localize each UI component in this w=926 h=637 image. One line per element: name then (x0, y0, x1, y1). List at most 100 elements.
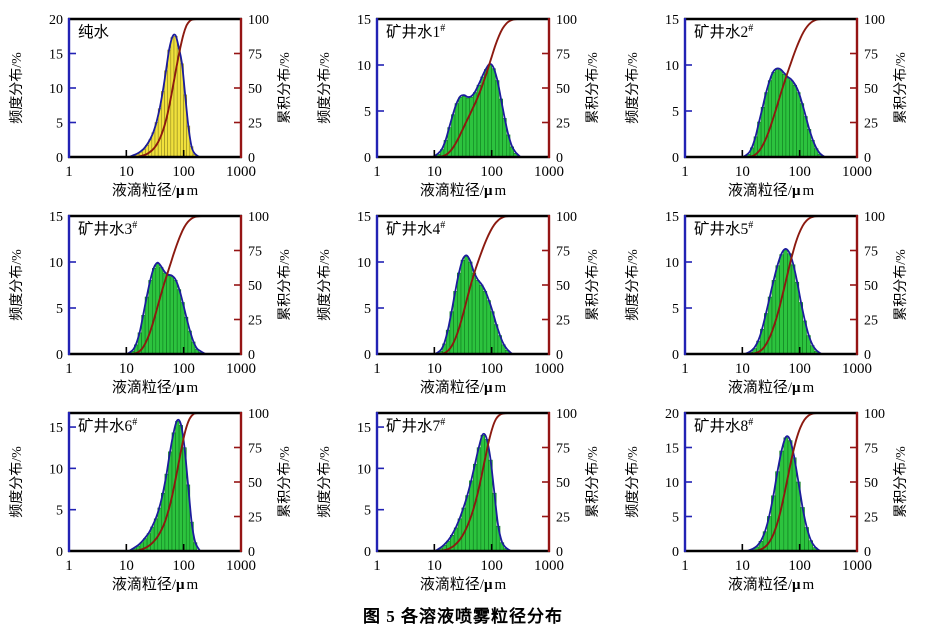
x-axis-tick-label: 100 (788, 361, 811, 377)
left-axis-tick-label: 5 (56, 117, 63, 132)
right-axis-tick-label: 0 (248, 348, 255, 363)
left-axis-tick-label: 10 (357, 462, 371, 477)
x-axis-title: 液滴粒径/μ m (728, 575, 815, 593)
left-axis-tick-label: 5 (56, 302, 63, 317)
right-axis-title: 累积分布/% (277, 446, 293, 518)
right-axis-tick-label: 50 (864, 476, 878, 491)
right-axis-tick-label: 25 (248, 511, 262, 526)
right-axis-tick-label: 100 (556, 210, 577, 225)
subplot-title: 矿井水3# (78, 220, 137, 238)
right-axis-tick-label: 100 (864, 13, 885, 28)
histogram-bar (771, 280, 777, 355)
right-axis-tick-label: 100 (248, 407, 269, 422)
left-axis-title: 频度分布/% (625, 446, 641, 518)
x-axis-tick-label: 1 (681, 361, 689, 377)
left-axis-tick-label: 5 (56, 504, 63, 519)
subplot-mine-water-4: 0 5 10 15 0 25 50 75 100 1 10 100 1000 矿井水4# 频度分布/% 累积分… (309, 202, 617, 399)
x-axis-tick-label: 100 (480, 361, 503, 377)
right-axis-tick-label: 100 (864, 407, 885, 422)
x-axis-tick-label: 1000 (534, 361, 564, 377)
x-axis-title: 液滴粒径/μ m (420, 378, 507, 396)
frequency-curve (744, 248, 822, 355)
cumulative-curve (132, 411, 241, 552)
right-axis-tick-label: 0 (864, 545, 871, 560)
right-axis-tick-label: 75 (864, 442, 878, 457)
frequency-curve (742, 67, 826, 158)
histogram-bar (173, 35, 178, 158)
right-axis-tick-label: 100 (556, 13, 577, 28)
right-axis-title: 累积分布/% (585, 249, 601, 321)
x-axis-tick-label: 1 (65, 361, 73, 377)
histogram-bar (465, 97, 471, 158)
right-axis-tick-label: 75 (248, 442, 262, 457)
left-axis-tick-label: 15 (665, 13, 679, 28)
left-axis-title: 频度分布/% (625, 249, 641, 321)
histogram-bar (169, 276, 175, 355)
right-axis-tick-label: 75 (556, 442, 570, 457)
x-axis-tick-label: 1 (65, 558, 73, 574)
left-axis-tick-label: 0 (672, 545, 679, 560)
x-axis-tick-label: 10 (735, 558, 750, 574)
x-axis-tick-label: 10 (427, 558, 442, 574)
left-axis-title: 频度分布/% (9, 446, 25, 518)
x-axis-title: 液滴粒径/μ m (420, 181, 507, 199)
right-axis-title: 累积分布/% (893, 52, 909, 124)
histogram-bar (482, 291, 488, 355)
x-axis-tick-label: 1 (373, 558, 381, 574)
x-axis-tick-label: 1000 (842, 164, 872, 180)
histogram-bar (796, 92, 801, 158)
right-axis-title: 累积分布/% (277, 249, 293, 321)
left-axis-tick-label: 10 (665, 256, 679, 271)
histogram-bar (785, 77, 790, 158)
histogram-bar (166, 275, 171, 355)
right-axis-title: 累积分布/% (893, 249, 909, 321)
right-axis-tick-label: 0 (864, 151, 871, 166)
subplot-title: 矿井水5# (694, 220, 753, 238)
left-axis-tick-label: 10 (49, 462, 63, 477)
left-axis-tick-label: 10 (665, 59, 679, 74)
histogram-bar (791, 457, 797, 552)
left-axis-tick-label: 10 (357, 59, 371, 74)
right-axis-tick-label: 100 (864, 210, 885, 225)
right-axis-title: 累积分布/% (585, 52, 601, 124)
left-axis-title: 频度分布/% (317, 446, 333, 518)
left-axis-tick-label: 5 (672, 511, 679, 526)
x-axis-tick-label: 1000 (226, 558, 256, 574)
right-axis-tick-label: 25 (556, 314, 570, 329)
left-axis-tick-label: 20 (665, 407, 679, 422)
histogram-bar (790, 264, 796, 355)
right-axis-tick-label: 50 (864, 279, 878, 294)
left-axis-tick-label: 10 (665, 476, 679, 491)
frequency-curve (432, 62, 522, 158)
left-axis-tick-label: 10 (357, 256, 371, 271)
right-axis-tick-label: 0 (556, 545, 563, 560)
right-axis-tick-label: 100 (248, 210, 269, 225)
x-axis-tick-label: 100 (788, 558, 811, 574)
histogram-bar (146, 533, 152, 552)
left-axis-tick-label: 15 (49, 210, 63, 225)
left-axis-title: 频度分布/% (9, 52, 25, 124)
right-axis-tick-label: 50 (248, 279, 262, 294)
subplot-mine-water-3: 0 5 10 15 0 25 50 75 100 1 10 100 1000 矿井水3# 频度分布/% 累积分… (1, 202, 309, 399)
subplot-title: 矿井水7# (386, 417, 445, 435)
left-axis-tick-label: 15 (357, 13, 371, 28)
x-axis-tick-label: 100 (172, 558, 195, 574)
figure-grid: 0 5 10 15 20 0 25 50 75 100 1 10 100 1000 纯水 频度分布/% 累积分布… (1, 0, 925, 596)
left-axis-tick-label: 0 (672, 348, 679, 363)
x-axis-tick-label: 100 (480, 164, 503, 180)
histogram-bar (783, 249, 788, 355)
left-axis-tick-label: 20 (49, 13, 63, 28)
subplot-pure-water: 0 5 10 15 20 0 25 50 75 100 1 10 100 1000 纯水 频度分布/% 累积分布… (1, 5, 309, 202)
x-axis-title: 液滴粒径/μ m (728, 378, 815, 396)
x-axis-tick-label: 1000 (842, 361, 872, 377)
left-axis-tick-label: 15 (49, 421, 63, 436)
left-axis-tick-label: 0 (56, 348, 63, 363)
x-axis-tick-label: 1 (373, 164, 381, 180)
x-axis-tick-label: 10 (119, 558, 134, 574)
subplot-mine-water-8: 0 5 10 15 20 0 25 50 75 100 1 10 100 1000 矿井水8# 频度分布/% 累… (617, 399, 925, 596)
x-axis-title: 液滴粒径/μ m (112, 575, 199, 593)
right-axis-tick-label: 75 (556, 48, 570, 63)
left-axis-tick-label: 10 (49, 82, 63, 97)
x-axis-tick-label: 10 (119, 361, 134, 377)
histogram-bar (775, 69, 780, 158)
